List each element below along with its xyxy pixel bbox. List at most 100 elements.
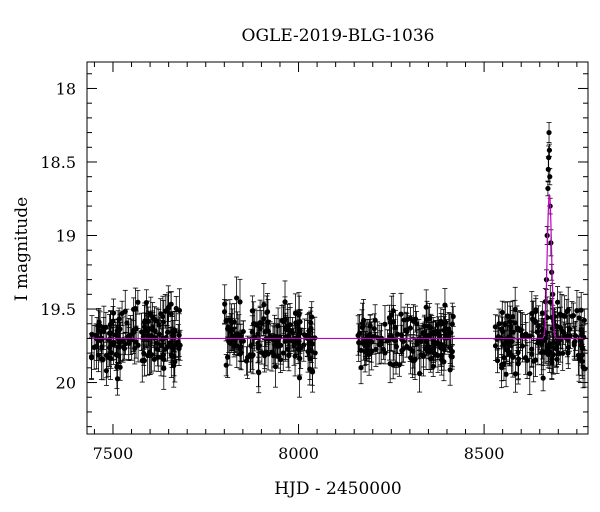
data-point xyxy=(507,325,513,348)
data-point xyxy=(412,339,418,381)
data-point xyxy=(222,284,228,324)
data-point xyxy=(296,313,302,345)
data-point xyxy=(574,290,580,332)
data-point xyxy=(572,320,579,351)
x-axis-ticks: 7500 8000 8500 xyxy=(93,62,578,463)
data-point xyxy=(247,336,253,373)
data-point xyxy=(145,335,151,376)
data-point xyxy=(555,340,562,365)
data-point xyxy=(430,321,436,363)
data-point xyxy=(362,324,368,367)
data-point xyxy=(165,292,172,322)
data-point xyxy=(420,322,426,344)
data-point xyxy=(549,339,555,380)
data-point xyxy=(540,333,546,371)
x-axis-label: HJD - 2450000 xyxy=(274,479,402,499)
data-point xyxy=(424,300,430,339)
data-points-layer xyxy=(88,122,588,398)
data-point xyxy=(143,289,149,316)
y-tick-label: 18 xyxy=(56,79,76,98)
data-point xyxy=(438,307,444,336)
data-point xyxy=(539,314,545,347)
data-point xyxy=(266,323,272,355)
data-point xyxy=(407,307,414,330)
data-point xyxy=(164,332,170,362)
y-tick-label: 19.5 xyxy=(40,300,76,319)
data-point xyxy=(173,332,179,358)
data-point xyxy=(135,289,141,315)
data-point xyxy=(306,330,312,358)
data-point xyxy=(499,354,505,382)
y-tick-label: 18.5 xyxy=(40,153,76,172)
data-point xyxy=(515,347,521,381)
data-point xyxy=(260,301,267,336)
data-point xyxy=(356,323,362,362)
y-tick-label: 19 xyxy=(56,227,76,246)
data-point xyxy=(94,326,101,350)
data-point xyxy=(547,324,553,369)
data-point xyxy=(450,306,456,327)
data-point xyxy=(237,278,243,325)
chart-title: OGLE-2019-BLG-1036 xyxy=(242,26,435,46)
data-point xyxy=(517,310,524,351)
data-point xyxy=(512,355,519,393)
data-point xyxy=(223,300,229,342)
data-point xyxy=(404,335,410,358)
data-point xyxy=(492,330,499,361)
data-point xyxy=(408,341,414,375)
data-point xyxy=(256,352,262,394)
data-point xyxy=(576,336,582,382)
data-point xyxy=(420,345,426,368)
data-point xyxy=(499,300,505,325)
data-point xyxy=(504,301,511,331)
data-point xyxy=(428,345,434,373)
data-point xyxy=(529,291,535,336)
data-point xyxy=(272,345,279,388)
data-point xyxy=(124,308,130,338)
data-point xyxy=(390,293,396,329)
data-point xyxy=(262,338,268,373)
x-tick-label: 8500 xyxy=(464,444,505,463)
data-point xyxy=(272,314,278,359)
data-point xyxy=(378,324,384,364)
data-point xyxy=(519,329,526,363)
data-point xyxy=(529,341,535,367)
data-point xyxy=(106,314,113,353)
data-point xyxy=(150,302,156,332)
data-point xyxy=(398,292,404,336)
data-point xyxy=(524,341,530,379)
data-point xyxy=(515,311,521,345)
data-point xyxy=(355,315,361,356)
data-point xyxy=(103,332,110,379)
x-tick-label: 7500 xyxy=(93,444,134,463)
data-point xyxy=(546,122,552,143)
data-point xyxy=(564,314,570,358)
data-point xyxy=(358,351,364,385)
y-axis-label: I magnitude xyxy=(12,197,32,301)
data-point xyxy=(410,304,416,338)
data-point xyxy=(278,326,284,365)
data-point xyxy=(540,364,546,392)
data-point xyxy=(173,296,179,321)
data-point xyxy=(546,143,553,157)
data-point xyxy=(154,307,160,335)
data-point xyxy=(283,312,289,343)
data-point xyxy=(228,313,234,346)
data-point xyxy=(560,335,566,371)
data-point xyxy=(245,335,251,379)
data-point xyxy=(386,304,393,331)
data-point xyxy=(243,346,250,376)
data-point xyxy=(257,307,263,350)
data-point xyxy=(249,295,255,327)
data-point xyxy=(120,332,126,361)
data-point xyxy=(255,321,261,347)
model-curve xyxy=(87,194,588,340)
y-axis-ticks: 18 18.5 19 19.5 20 xyxy=(40,73,588,428)
data-point xyxy=(547,168,553,186)
data-point xyxy=(547,285,553,320)
data-point xyxy=(531,340,537,383)
data-point xyxy=(101,305,107,350)
data-point xyxy=(301,328,307,362)
data-point xyxy=(234,276,240,320)
